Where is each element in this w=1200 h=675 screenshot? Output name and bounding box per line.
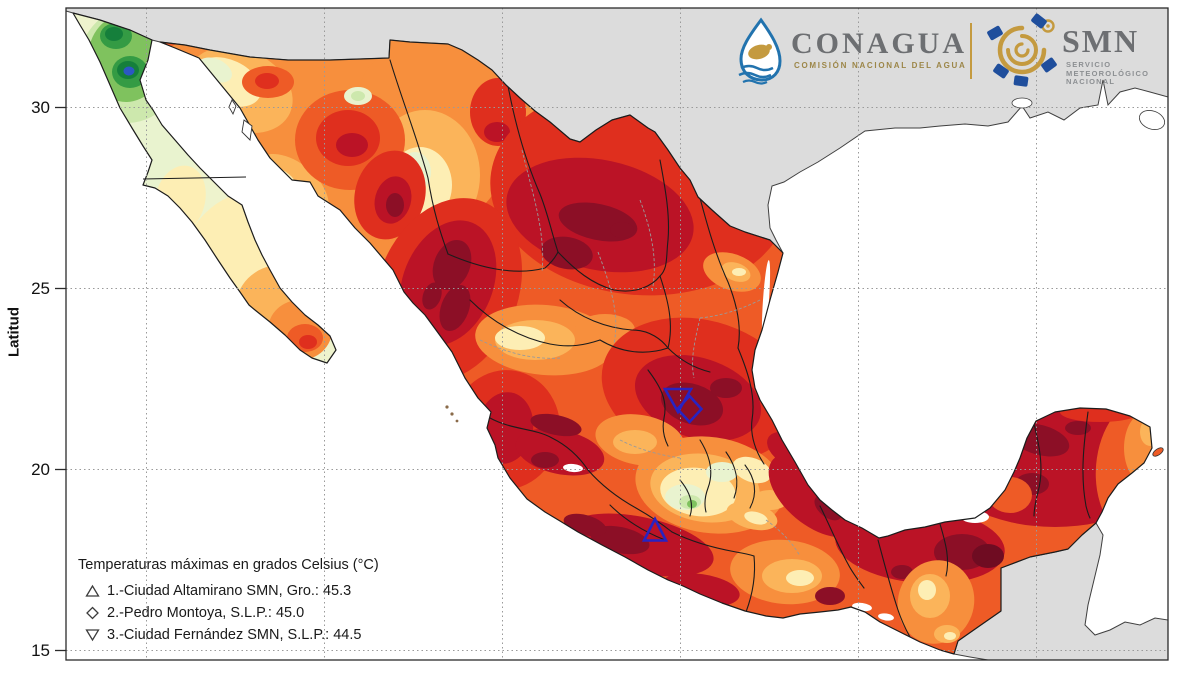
legend-item: 1.-Ciudad Altamirano SMN, Gro.: 45.3 (85, 580, 379, 602)
conagua-wordmark: CONAGUA (791, 27, 967, 60)
triangle-down-icon (85, 629, 100, 642)
header-divider (970, 23, 972, 79)
legend-title: Temperaturas máximas en grados Celsius (… (78, 557, 379, 573)
legend-item: 2.-Pedro Montoya, S.L.P.: 45.0 (85, 602, 379, 624)
plot-frame (55, 7, 1169, 661)
diamond-icon (86, 606, 99, 620)
legend-item-label: 2.-Pedro Montoya, S.L.P.: 45.0 (107, 605, 305, 621)
conagua-logo-icon (738, 17, 782, 85)
legend-item: 3.-Ciudad Fernández SMN, S.L.P.: 44.5 (85, 624, 379, 646)
islands (228, 99, 1164, 457)
station-marker-triangle-up (641, 516, 669, 542)
smn-subtitle-line: METEOROLÓGICO (1066, 68, 1150, 78)
state-boundaries (389, 59, 1091, 645)
conagua-subtitle: COMISIÓN NACIONAL DEL AGUA (794, 61, 967, 70)
smn-subtitle-line: SERVICIO (1066, 60, 1112, 69)
graticule (66, 8, 1168, 660)
station-markers (641, 387, 704, 542)
legend-item-label: 1.-Ciudad Altamirano SMN, Gro.: 45.3 (107, 583, 352, 599)
legend-item-label: 3.-Ciudad Fernández SMN, S.L.P.: 44.5 (107, 627, 362, 643)
map-legend: Temperaturas máximas en grados Celsius (… (78, 557, 379, 646)
triangle-up-icon (85, 584, 100, 597)
y-tick-label: 25 (31, 279, 50, 298)
y-axis-label: Latitud (5, 307, 23, 357)
y-tick-label: 30 (31, 98, 50, 117)
smn-subtitle: SERVICIO METEOROLÓGICO NACIONAL (1066, 60, 1150, 87)
y-tick-label: 20 (31, 460, 50, 479)
station-marker-diamond (675, 394, 704, 424)
y-tick-label: 15 (31, 641, 50, 660)
secondary-boundaries (479, 149, 801, 557)
smn-subtitle-line: NACIONAL (1066, 77, 1116, 86)
smn-logo-icon (987, 13, 1057, 87)
smn-wordmark: SMN (1062, 23, 1140, 59)
